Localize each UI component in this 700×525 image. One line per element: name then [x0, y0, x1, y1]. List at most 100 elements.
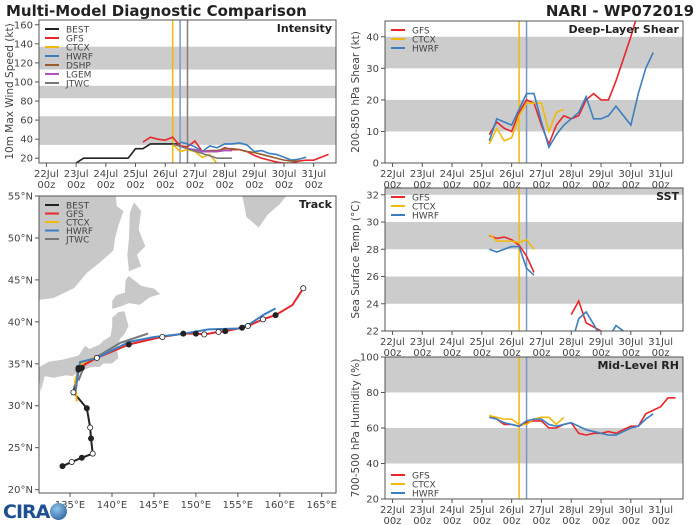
y-tick-label: 50°N [8, 233, 33, 244]
sst-plot-area [385, 188, 683, 331]
y-tick-label: 25°N [8, 443, 33, 454]
legend-label-gfs: GFS [412, 27, 430, 37]
track-marker-best [68, 458, 75, 465]
track-marker-best [87, 424, 94, 431]
y-tick-label: 20 [366, 495, 379, 506]
x-tick-label: 23Jul [410, 337, 435, 348]
legend-label-gfs: GFS [66, 35, 84, 45]
y-tick-label: 55°N [8, 192, 33, 203]
track-marker-gfs [159, 333, 166, 340]
x-tick-label: 22Jul [380, 337, 405, 348]
y-tick-label: 20 [366, 95, 379, 106]
x-tick-label: 27Jul [529, 337, 554, 348]
x-tick-label: 27Jul [529, 169, 554, 180]
series-line-ctcx [489, 414, 565, 426]
x-tick-label: 160°E [265, 500, 295, 511]
x-tick-label: 00z [413, 516, 431, 525]
x-tick-label: 22Jul [380, 505, 405, 516]
panel-title: Track [299, 198, 333, 211]
y-tick-label: 0 [373, 159, 379, 170]
x-tick-label: 28Jul [559, 337, 584, 348]
y-tick-label: 80 [366, 388, 379, 399]
x-tick-label: 00z [592, 348, 610, 359]
y-tick-label: 100 [360, 353, 379, 364]
y-tick-label: 100 [14, 77, 33, 88]
sst-axes-frame [384, 187, 684, 332]
x-tick-label: 00z [383, 348, 401, 359]
sst-panel: 22242628303222Jul00z23Jul00z24Jul00z25Ju… [350, 187, 684, 359]
series-line-gfs [489, 234, 535, 273]
track-marker-gfs [201, 331, 208, 338]
x-tick-label: 00z [562, 516, 580, 525]
x-tick-label: 00z [383, 516, 401, 525]
shear-plot-area [385, 21, 683, 163]
track-marker-gfs [244, 323, 251, 330]
y-tick-label: 30 [366, 64, 379, 75]
shaded-band [385, 428, 683, 464]
x-tick-label: 00z [216, 180, 234, 191]
x-tick-label: 00z [383, 180, 401, 191]
panel-title: SST [656, 190, 679, 203]
x-tick-label: 27Jul [183, 169, 208, 180]
series-line-hwrf [489, 245, 535, 276]
panel-title: Mid-Level RH [597, 359, 679, 372]
y-tick-label: 28 [366, 245, 379, 256]
shaded-band [385, 188, 683, 195]
series-line-ctcx [488, 233, 535, 250]
y-axis-label: 700-500 hPa Humidity (%) [350, 359, 362, 498]
legend-label-hwrf: HWRF [66, 227, 93, 237]
y-tick-label: 30 [366, 218, 379, 229]
shaded-band [385, 36, 683, 69]
track-marker-best [59, 463, 66, 470]
x-tick-label: 24Jul [440, 505, 465, 516]
y-axis-label: 200-850 hPa Shear (kt) [350, 31, 362, 153]
legend-label-hwrf: HWRF [412, 490, 439, 500]
legend-label-hwrf: HWRF [412, 212, 439, 222]
cira-logo-text: CIRA [3, 501, 50, 523]
logo-globe-icon [50, 503, 68, 520]
y-axis-label: Sea Surface Temp (°C) [350, 200, 362, 318]
legend-label-ctcx: CTCX [412, 36, 436, 46]
legend-label-gfs: GFS [66, 210, 84, 220]
series-line-hwrf [489, 413, 654, 436]
panel-title: Intensity [277, 22, 332, 35]
x-tick-label: 00z [275, 180, 293, 191]
x-tick-label: 150°E [181, 500, 211, 511]
track-marker-best [70, 389, 77, 396]
x-tick-label: 00z [652, 348, 670, 359]
storm-id: NARI - WP072019 [545, 2, 694, 20]
x-tick-label: 00z [532, 180, 550, 191]
x-tick-label: 00z [503, 516, 521, 525]
x-tick-label: 00z [622, 516, 640, 525]
y-tick-label: 20 [20, 154, 33, 165]
x-tick-label: 00z [562, 348, 580, 359]
rh-panel: 2040608010022Jul00z23Jul00z24Jul00z25Jul… [350, 353, 684, 525]
x-tick-label: 30Jul [618, 169, 643, 180]
x-tick-label: 26Jul [499, 505, 524, 516]
legend-label-hwrf: HWRF [412, 45, 439, 55]
x-tick-label: 28Jul [559, 169, 584, 180]
track-marker-gfs [215, 328, 222, 335]
y-tick-label: 80 [20, 97, 33, 108]
track-axes-frame [38, 195, 337, 494]
x-tick-label: 30Jul [618, 337, 643, 348]
track-marker-gfs [125, 341, 132, 348]
y-tick-label: 45°N [8, 275, 33, 286]
series-line-hwrf [574, 310, 625, 331]
series-line-jtwc [172, 143, 233, 160]
legend-label-ctcx: CTCX [66, 219, 90, 229]
land-mass [39, 310, 130, 394]
x-tick-label: 00z [473, 516, 491, 525]
track-marker-gfs [272, 312, 279, 319]
y-tick-label: 60 [20, 116, 33, 127]
x-tick-label: 00z [562, 180, 580, 191]
x-tick-label: 00z [127, 180, 145, 191]
cira-logo: CIRA [3, 501, 68, 523]
land-mass [111, 275, 162, 310]
y-tick-label: 35°N [8, 359, 33, 370]
series-line-hwrf [488, 52, 654, 150]
shaded-band [385, 276, 683, 304]
x-tick-label: 24Jul [440, 169, 465, 180]
x-tick-label: 28Jul [559, 505, 584, 516]
